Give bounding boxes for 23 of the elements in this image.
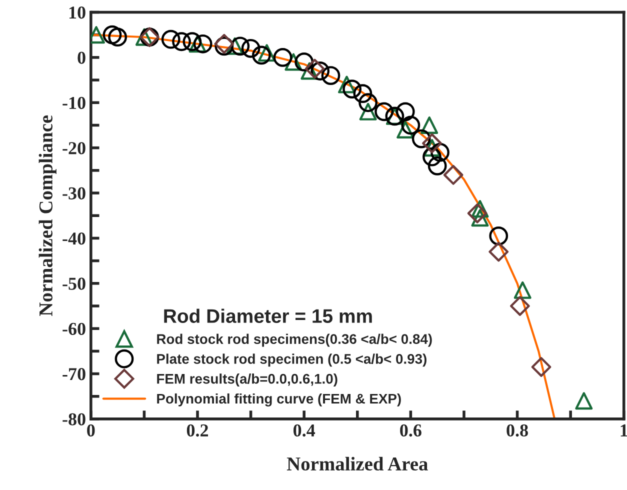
legend-label: Plate stock rod specimen (0.5 <a/b< 0.93) — [157, 354, 426, 367]
y-tick-label: -50 — [62, 278, 86, 290]
x-tick-label: 0.2 — [186, 424, 208, 437]
legend-label: Polynomial fitting curve (FEM & EXP) — [157, 393, 401, 406]
y-tick-label: 0 — [78, 52, 86, 64]
y-tick-label: -30 — [62, 187, 86, 200]
x-axis-title: Normalized Area — [286, 456, 428, 471]
legend-label: FEM results(a/b=0.0,0.6,1.0) — [157, 374, 338, 386]
x-tick-label: 0.4 — [294, 424, 316, 437]
legend-title: Rod Diameter = 15 mm — [164, 308, 372, 323]
x-tick-label: 0 — [87, 424, 95, 437]
y-tick-label: -60 — [62, 322, 86, 336]
x-tick-label: 0.6 — [400, 424, 422, 437]
legend-label: Rod stock rod specimens(0.36 <a/b< 0.84) — [157, 334, 432, 347]
x-tick-label: 0.8 — [506, 424, 528, 437]
y-axis-title: Normalized Compliance — [38, 115, 56, 316]
x-tick-label: 1 — [620, 424, 627, 436]
y-tick-label: 10 — [69, 6, 86, 19]
y-tick-label: -20 — [62, 142, 86, 154]
y-tick-label: -70 — [62, 368, 86, 380]
y-tick-label: -80 — [62, 413, 86, 426]
y-tick-label: -40 — [62, 232, 86, 245]
y-tick-label: -10 — [62, 96, 86, 110]
